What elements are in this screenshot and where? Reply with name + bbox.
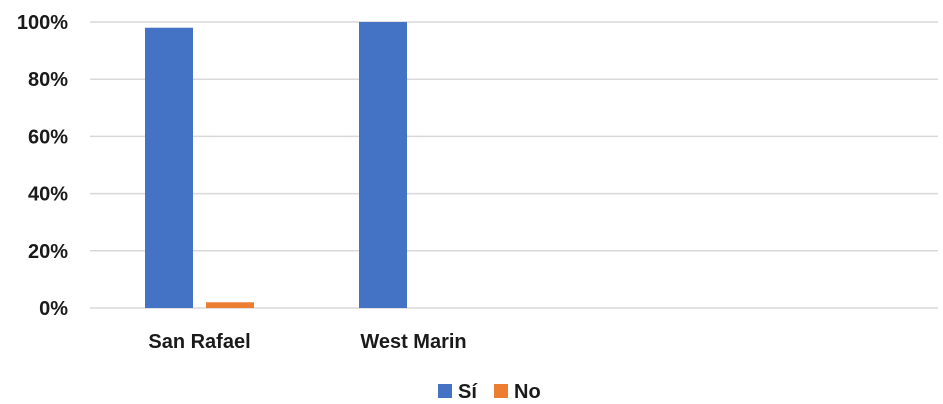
- legend-label: Sí: [458, 381, 478, 403]
- legend-label: No: [514, 381, 541, 403]
- y-tick-label: 100%: [17, 12, 68, 34]
- y-tick-label: 40%: [28, 184, 68, 206]
- legend-swatch: [494, 384, 508, 398]
- y-tick-label: 0%: [39, 298, 68, 320]
- y-axis: 0% 20% 40% 60% 80% 100%: [17, 12, 68, 320]
- bar-no-0: [206, 302, 254, 308]
- bar-s-1: [359, 22, 407, 308]
- bar-s-0: [145, 27, 193, 308]
- bars: [145, 22, 407, 308]
- gridlines: [90, 21, 938, 309]
- legend-swatch: [438, 384, 452, 398]
- x-axis: San Rafael West Marin: [148, 331, 466, 353]
- y-tick-label: 80%: [28, 69, 68, 91]
- legend: Sí No: [438, 381, 541, 403]
- x-category-label: San Rafael: [148, 331, 250, 353]
- y-tick-label: 20%: [28, 241, 68, 263]
- x-category-label: West Marin: [360, 331, 466, 353]
- y-tick-label: 60%: [28, 126, 68, 148]
